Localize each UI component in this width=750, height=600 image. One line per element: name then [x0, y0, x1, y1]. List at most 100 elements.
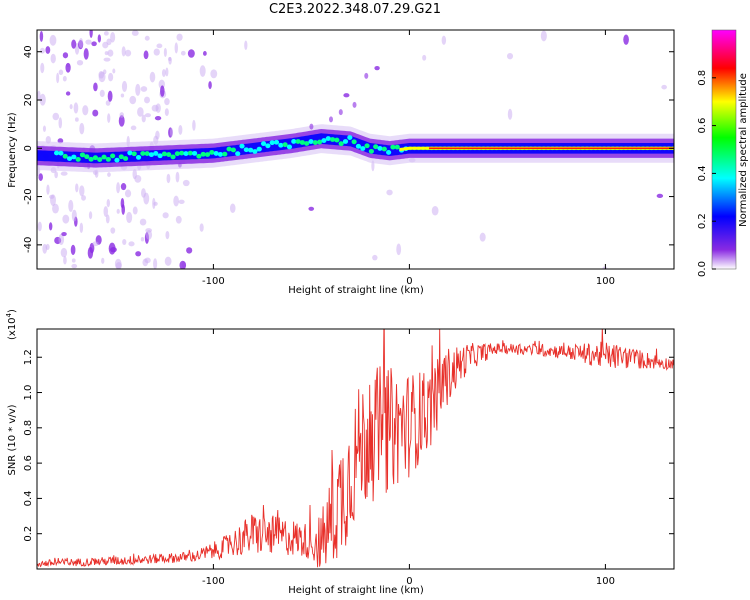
snr-x-tick-label: -100 [202, 576, 225, 587]
spectrogram-noise-cell [179, 260, 187, 269]
spectrogram-noise-cell [105, 214, 110, 224]
spectrogram-noise-cell [178, 124, 183, 135]
spectrogram-streak [352, 101, 357, 108]
spectrogram-noise-cell [92, 241, 99, 247]
spectrogram-ridge-core [295, 139, 301, 144]
spectrogram-ridge-core [286, 144, 293, 150]
spectrogram-noise-cell [107, 172, 111, 177]
spectrogram-noise-cell [203, 50, 207, 56]
spectrogram-ridge-core [230, 147, 236, 153]
snr-x-ticks: -100 0 100 [202, 329, 615, 587]
spectrogram-ridge-core [325, 136, 331, 141]
spectrogram-noise-cell [144, 35, 150, 41]
spectrogram-ridge-core [54, 150, 60, 156]
spectrogram-noise-cell [79, 222, 84, 234]
spectrogram-noise-cell [661, 84, 667, 90]
spectrogram-noise-cell [165, 230, 170, 240]
spectrogram-noise-cell [78, 38, 84, 49]
spectrogram-heatmap [37, 30, 674, 269]
spectrogram-ridge-core [386, 150, 392, 155]
spectrogram-ridge-core [157, 153, 163, 159]
spectrogram-noise-cell [141, 188, 146, 198]
spectrogram-ridge-core [317, 139, 323, 145]
snr-y-multiplier-close: ) [7, 309, 18, 313]
snr-y-tick-label: 1.2 [23, 349, 34, 365]
spectrogram-ridge-core [373, 144, 379, 150]
spectrogram-noise-cell [103, 57, 111, 62]
spectrogram-noise-cell [71, 258, 76, 263]
spectrogram-noise-cell [121, 46, 126, 57]
spectrogram-noise-cell [210, 69, 218, 79]
snr-y-ticks: 0.2 0.4 0.6 0.8 1.0 1.2 [23, 349, 674, 542]
spectrogram-noise-cell [129, 95, 137, 105]
spectrogram-y-label: Frequency (Hz) [7, 112, 18, 188]
spectrogram-ridge-core [355, 143, 362, 149]
spectrogram-noise-cell [166, 173, 171, 184]
spectrogram-noise-cell [507, 108, 513, 120]
spectrogram-noise-cell [118, 115, 125, 127]
spectrogram-ridge-core [196, 153, 202, 159]
spectrogram-ridge-core [131, 151, 137, 157]
colorbar-tick-label: 0.4 [697, 165, 708, 181]
spectrogram-noise-cell [161, 69, 166, 77]
snr-y-tick-label: 1.0 [23, 385, 34, 401]
snr-x-tick-label: 0 [406, 576, 412, 587]
spectrogram-ridge-core [122, 156, 129, 161]
spectrogram-noise-cell [187, 49, 195, 58]
spectrogram-ridge-core [135, 154, 142, 160]
spectrogram-noise-cell [79, 185, 85, 197]
spectrogram-noise-cell [83, 48, 89, 60]
spectrogram-noise-cell [164, 256, 172, 266]
spectrogram-noise-cell [422, 54, 427, 61]
spectrogram-noise-cell [106, 38, 112, 46]
spectrogram-noise-cell [175, 171, 180, 183]
spectrogram-noise-cell [108, 242, 116, 255]
spectrogram-noise-cell [58, 117, 63, 129]
spectrogram-ridge-core [187, 150, 193, 156]
snr-y-label: SNR (10 * v/v) [7, 404, 18, 475]
spectrogram-ridge-core [308, 139, 314, 144]
spectrogram-noise-cell [143, 50, 149, 60]
spectrogram-noise-cell [162, 212, 169, 219]
spectrogram-noise-cell [540, 30, 547, 42]
spectrogram-noise-cell [164, 108, 169, 117]
spectrogram-y-tick-label: 20 [23, 94, 34, 107]
spectrogram-noise-cell [112, 68, 116, 74]
spectrogram-noise-cell [431, 205, 439, 216]
snr-frame [36, 328, 675, 570]
spectrogram-noise-cell [102, 69, 107, 75]
spectrogram-noise-cell [39, 93, 46, 106]
spectrogram-ridge-core [222, 151, 228, 157]
spectrogram-noise-cell [74, 117, 79, 122]
snr-y-multiplier-exp: 4 [5, 312, 13, 317]
spectrogram-y-tick-label: 0 [23, 145, 34, 151]
spectrogram-ridge-core [127, 150, 133, 156]
spectrogram-noise-cell [122, 239, 127, 245]
snr-y-tick-label: 0.4 [23, 490, 34, 506]
spectrogram-noise-cell [145, 230, 153, 240]
spectrogram-ridge-core [204, 152, 211, 157]
spectrogram-ridge-core [243, 147, 249, 153]
spectrogram-noise-cell [103, 206, 109, 217]
spectrogram-noise-cell [87, 246, 94, 259]
spectrogram-streak [338, 109, 343, 116]
spectrogram-noise-cell [180, 50, 186, 56]
spectrogram-noise-cell [441, 35, 447, 45]
spectrogram-ridge-core [364, 143, 370, 149]
spectrogram-noise-cell [49, 34, 57, 46]
spectrogram-noise-cell [79, 122, 85, 135]
spectrogram-ridge-core [252, 149, 258, 154]
spectrogram-noise-cell [110, 227, 116, 234]
spectrogram-noise-cell [61, 231, 67, 237]
spectrogram-noise-cell [62, 52, 69, 59]
spectrogram-ridge-core [342, 139, 349, 144]
spectrogram-noise-cell [244, 40, 248, 51]
spectrogram-noise-cell [58, 233, 65, 246]
spectrogram-noise-cell [163, 47, 167, 57]
spectrogram-noise-cell [82, 105, 89, 116]
spectrogram-ridge-core [260, 141, 267, 147]
spectrogram-ridge-core [66, 156, 73, 162]
spectrogram-noise-cell [173, 195, 179, 207]
spectrogram-noise-cell [160, 85, 165, 97]
